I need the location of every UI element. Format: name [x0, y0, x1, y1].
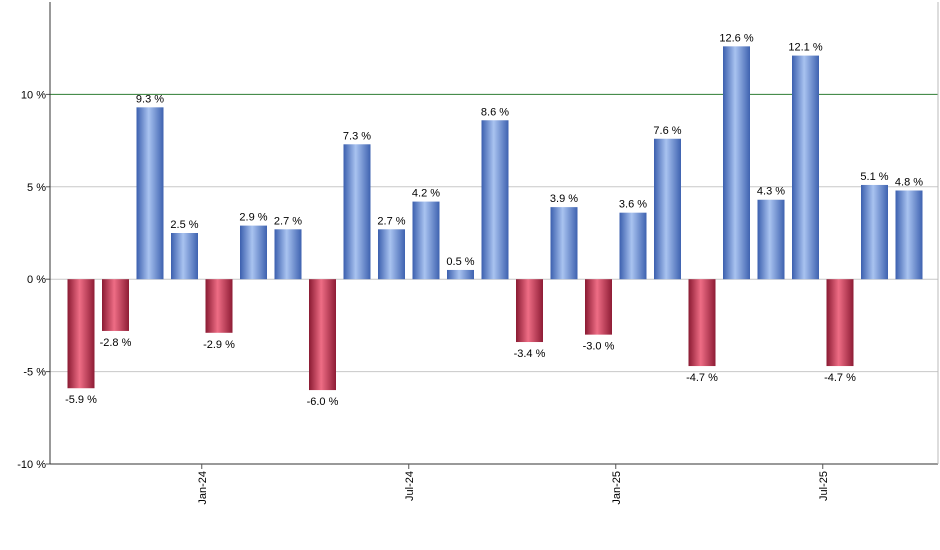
bar — [826, 279, 854, 367]
bar — [895, 190, 923, 280]
bar — [343, 144, 371, 280]
data-label: 2.7 % — [377, 215, 405, 227]
x-tick-label: Jul-25 — [818, 471, 830, 501]
bar — [240, 225, 267, 280]
data-label: 3.6 % — [619, 199, 647, 211]
data-label: -5.9 % — [65, 394, 97, 406]
x-tick-label: Jan-24 — [197, 471, 209, 505]
bar — [309, 279, 336, 391]
data-label: 7.6 % — [653, 125, 681, 137]
bar — [550, 207, 578, 280]
data-label: 12.1 % — [788, 42, 822, 54]
data-label: 9.3 % — [136, 93, 164, 105]
bar — [171, 233, 198, 280]
data-label: 4.3 % — [757, 186, 785, 198]
y-tick-label: -10 % — [17, 459, 46, 471]
bar — [378, 229, 405, 280]
y-tick-label: 10 % — [21, 89, 46, 101]
data-label: 5.1 % — [860, 171, 888, 183]
bar — [67, 279, 95, 389]
data-label: 2.7 % — [274, 215, 302, 227]
data-label: -2.8 % — [100, 337, 132, 349]
data-label: 4.2 % — [412, 188, 440, 200]
y-tick-label: -5 % — [23, 367, 46, 379]
data-label: -3.0 % — [583, 341, 615, 353]
y-tick-label: 0 % — [27, 274, 46, 286]
data-label: 3.9 % — [550, 193, 578, 205]
data-label: 0.5 % — [446, 256, 474, 268]
bar — [447, 269, 474, 280]
bar — [136, 107, 164, 280]
x-tick-label: Jul-24 — [404, 471, 416, 501]
bar — [585, 279, 612, 335]
data-label: 8.6 % — [481, 106, 509, 118]
data-label: 4.8 % — [895, 176, 923, 188]
data-label: 12.6 % — [719, 32, 753, 44]
bar — [723, 46, 750, 280]
data-label: -4.7 % — [824, 372, 856, 384]
bar — [757, 199, 785, 280]
data-label: -4.7 % — [686, 372, 718, 384]
bars — [67, 46, 923, 391]
bar — [516, 279, 543, 343]
bar — [205, 279, 233, 333]
bar — [412, 201, 440, 280]
x-tick-label: Jan-25 — [611, 471, 623, 505]
y-tick-label: 5 % — [27, 182, 46, 194]
bar — [481, 120, 509, 280]
data-label: 2.9 % — [239, 212, 267, 224]
data-label: -3.4 % — [514, 348, 546, 360]
bar — [619, 212, 647, 280]
bar — [861, 184, 888, 280]
bar-labels: -5.9 % -2.8 % 9.3 % 2.5 % -2.9 % 2.9 % 2.7 % -6… — [65, 32, 923, 408]
bar — [102, 279, 129, 331]
bar — [688, 279, 716, 367]
bar — [654, 138, 681, 280]
data-label: -2.9 % — [203, 339, 235, 351]
data-label: -6.0 % — [307, 396, 339, 408]
data-label: 7.3 % — [343, 130, 371, 142]
data-label: 2.5 % — [170, 219, 198, 231]
axes: 10 % 5 % 0 % -5 % -10 % Jan-24 Jul-24 Jan-25 Jul… — [17, 2, 939, 505]
bar — [274, 229, 302, 280]
bar — [792, 55, 819, 280]
